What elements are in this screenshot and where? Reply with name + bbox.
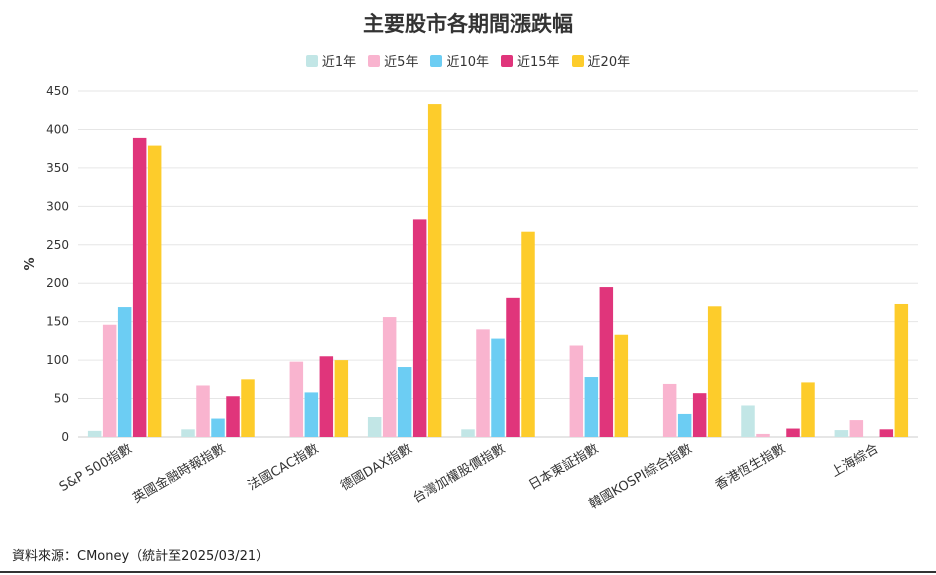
bar[interactable] [241,379,255,437]
bottom-divider [0,571,936,573]
legend-swatch-5y [368,54,381,67]
bar[interactable] [662,383,677,437]
y-tick-label: 250 [46,238,69,252]
bar[interactable] [692,393,707,437]
bar[interactable] [521,231,535,437]
bar[interactable] [849,420,864,437]
x-tick-label: 台灣加權股價指數 [410,441,508,506]
bar[interactable] [102,324,117,437]
legend-item-15y[interactable]: 近15年 [501,51,560,70]
bar[interactable] [599,287,614,437]
chart-title: 主要股市各期間漲跌幅 [363,12,573,36]
y-tick-label: 450 [46,84,69,98]
bar[interactable] [211,418,225,437]
bar[interactable] [741,405,755,437]
legend-label-1y: 近1年 [321,55,357,70]
bar[interactable] [491,338,505,437]
x-tick-label: 日本東証指數 [526,441,602,494]
bar[interactable] [397,367,412,437]
x-tick-label: S&P 500指數 [57,441,135,495]
bar[interactable] [707,306,722,437]
y-tick-label: 300 [46,199,69,213]
legend-swatch-20y [571,54,584,67]
legend-label-15y: 近15年 [517,55,560,70]
bar[interactable] [569,345,584,437]
legend-item-20y[interactable]: 近20年 [571,51,631,70]
y-tick-label: 100 [46,353,69,367]
bar[interactable] [289,361,304,437]
bar[interactable] [117,307,132,437]
source-note: 資料來源：CMoney（統計至2025/03/21） [12,549,270,564]
bar[interactable] [677,413,692,437]
bar[interactable] [334,360,349,437]
y-axis-label: % [23,257,38,270]
bar[interactable] [427,104,442,438]
bar[interactable] [304,392,319,437]
legend-label-5y: 近5年 [384,55,419,70]
bar[interactable] [476,329,490,437]
legend-swatch-10y [430,54,443,67]
legend-item-10y[interactable]: 近10年 [430,51,489,70]
bar[interactable] [756,433,770,437]
y-tick-label: 0 [61,430,69,444]
bar[interactable] [801,382,815,437]
bar[interactable] [834,430,849,437]
legend-swatch-15y [501,54,513,67]
bar[interactable] [894,303,909,437]
y-tick-label: 150 [46,315,69,329]
bar[interactable] [87,430,102,437]
bar[interactable] [412,219,427,437]
bar[interactable] [367,417,382,437]
x-tick-label: 英國金融時報指數 [130,441,228,507]
bar[interactable] [196,385,210,437]
legend-label-20y: 近20年 [587,55,631,70]
bar[interactable] [181,429,195,437]
bar-layer [87,104,909,438]
x-tick-label: 上海綜合 [829,441,882,480]
y-tick-label: 200 [46,276,69,290]
bar[interactable] [319,356,334,437]
y-tick-label: 400 [46,122,69,136]
bar[interactable] [382,317,397,437]
legend-label-10y: 近10年 [446,55,489,70]
bar[interactable] [461,429,475,437]
x-tick-label: 德國DAX指數 [338,441,414,494]
legend-swatch-1y [305,54,318,67]
legend: 近1年 近5年 近10年 近15年 近20年 [0,51,936,70]
bar[interactable] [226,396,240,437]
x-tick-label: 法國CAC指數 [246,441,322,493]
bar[interactable] [786,428,800,437]
bar[interactable] [506,297,520,437]
x-tick-label: 香港恆生指數 [713,441,788,493]
x-tick-label: 韓國KOSPI綜合指數 [587,441,695,512]
y-tick-label: 350 [46,161,69,175]
bar[interactable] [132,137,147,437]
y-tick-label: 50 [54,392,69,406]
bar[interactable] [147,145,162,437]
bar[interactable] [614,334,629,437]
bar[interactable] [584,377,599,437]
bar[interactable] [879,429,894,437]
legend-item-5y[interactable]: 近5年 [368,51,418,70]
legend-item-1y[interactable]: 近1年 [305,51,357,70]
